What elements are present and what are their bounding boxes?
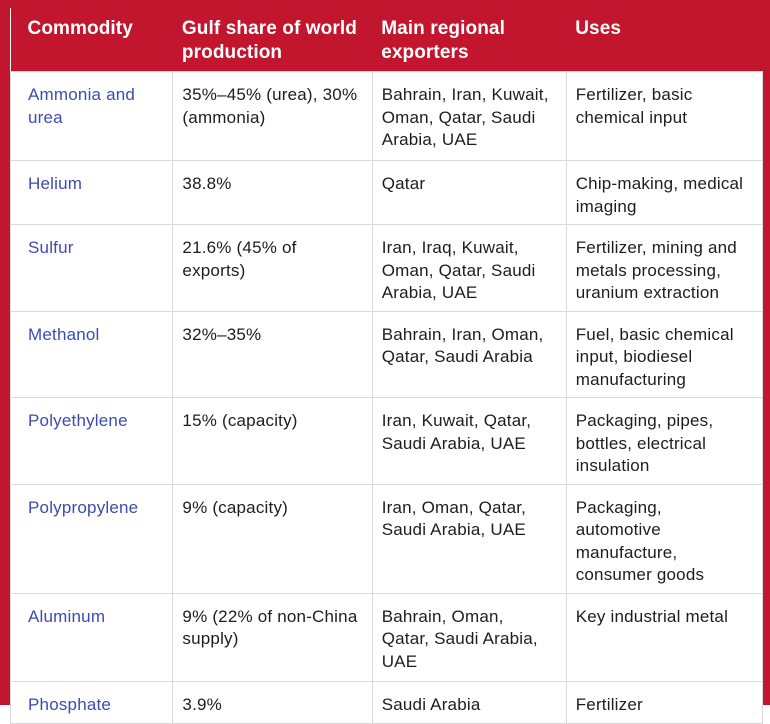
table-inner: Commodity Gulf share of world production… [9,8,764,724]
cell-commodity: Polyethylene [9,397,174,485]
cell-uses: Fertilizer [565,680,764,724]
cell-uses: Chip-making, medical imaging [565,160,764,225]
cell-uses: Fuel, basic chemical input, biodiesel ma… [565,310,764,398]
cell-gulf-share: 3.9% [172,680,373,724]
cell-exporters: Bahrain, Iran, Oman, Qatar, Saudi Arabia [371,310,567,398]
cell-commodity: Ammonia and urea [9,71,174,161]
table-row: Aluminum 9% (22% of non-China supply) Ba… [9,592,764,682]
column-header-uses: Uses [566,8,763,72]
table-row: Phosphate 3.9% Saudi Arabia Fertilizer [9,680,764,724]
table-header: Commodity Gulf share of world production… [10,8,763,72]
cell-exporters: Bahrain, Iran, Kuwait, Oman, Qatar, Saud… [371,71,567,161]
cell-gulf-share: 21.6% (45% of exports) [172,224,373,312]
cell-commodity: Methanol [9,310,174,398]
cell-commodity: Helium [9,160,174,225]
cell-uses: Key industrial metal [565,592,764,682]
cell-gulf-share: 32%–35% [172,310,373,398]
column-header-gulf-share: Gulf share of world production [172,8,373,72]
column-header-commodity: Commodity [10,8,173,72]
cell-exporters: Iran, Oman, Qatar, Saudi Arabia, UAE [371,483,567,594]
header-row: Commodity Gulf share of world production… [10,8,763,72]
commodities-table: Commodity Gulf share of world production… [9,8,764,724]
cell-gulf-share: 9% (capacity) [172,483,373,594]
cell-exporters: Qatar [371,160,567,225]
cell-commodity: Sulfur [9,224,174,312]
cell-uses: Packaging, automotive manufacture, consu… [565,483,764,594]
cell-gulf-share: 38.8% [172,160,373,225]
cell-gulf-share: 9% (22% of non-China supply) [172,592,373,682]
cell-uses: Fertilizer, mining and metals processing… [565,224,764,312]
column-header-exporters: Main regional exporters [372,8,567,72]
cell-gulf-share: 35%–45% (urea), 30% (ammonia) [172,71,373,161]
cell-uses: Fertilizer, basic chemical input [565,71,764,161]
cell-exporters: Saudi Arabia [371,680,567,724]
cell-uses: Packaging, pipes, bottles, electrical in… [565,397,764,485]
table-row: Ammonia and urea 35%–45% (urea), 30% (am… [9,71,764,161]
cell-exporters: Iran, Kuwait, Qatar, Saudi Arabia, UAE [371,397,567,485]
table-row: Methanol 32%–35% Bahrain, Iran, Oman, Qa… [9,310,764,398]
cell-commodity: Aluminum [9,592,174,682]
table-body: Ammonia and urea 35%–45% (urea), 30% (am… [9,71,764,724]
cell-commodity: Phosphate [9,680,174,724]
cell-exporters: Bahrain, Oman, Qatar, Saudi Arabia, UAE [371,592,567,682]
table-row: Helium 38.8% Qatar Chip-making, medical … [9,160,764,225]
table-row: Polyethylene 15% (capacity) Iran, Kuwait… [9,397,764,485]
cell-exporters: Iran, Iraq, Kuwait, Oman, Qatar, Saudi A… [371,224,567,312]
cell-commodity: Polypropylene [9,483,174,594]
cell-gulf-share: 15% (capacity) [172,397,373,485]
table-row: Polypropylene 9% (capacity) Iran, Oman, … [9,483,764,594]
table-row: Sulfur 21.6% (45% of exports) Iran, Iraq… [9,224,764,312]
